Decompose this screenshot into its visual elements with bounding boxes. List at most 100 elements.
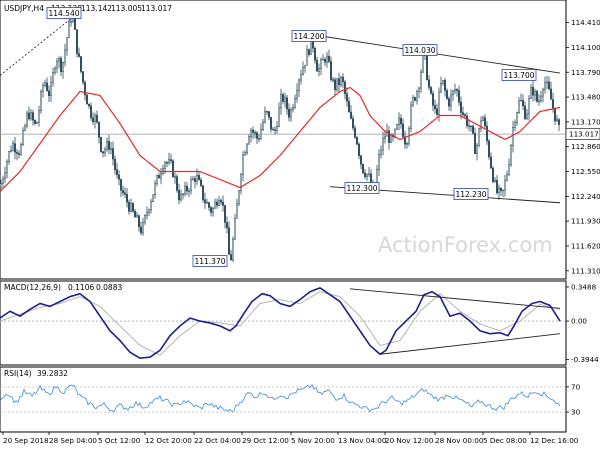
candle (516, 111, 518, 126)
candle (536, 89, 538, 103)
candle (158, 172, 160, 179)
price-tick-label: 114.100 (571, 43, 600, 52)
candle (186, 182, 188, 196)
candle (146, 206, 148, 220)
candle (416, 89, 418, 105)
candle (174, 172, 176, 184)
candle (362, 163, 364, 175)
candle (330, 56, 332, 82)
candle (302, 61, 304, 76)
candle (80, 56, 82, 74)
candle (396, 123, 398, 130)
candle (456, 88, 458, 97)
candle (248, 134, 250, 145)
candle (230, 250, 232, 261)
candle (378, 149, 380, 177)
watermark: ActionForex.com (378, 233, 553, 257)
candle (322, 54, 324, 61)
time-axis: 20 Sep 2018 28 Sep 04:00 5 Oct 12:00 12 Oct… (2, 432, 579, 445)
candle (262, 119, 264, 132)
candle (478, 127, 480, 148)
candle (314, 46, 316, 64)
candle (266, 110, 268, 115)
candle (78, 47, 80, 58)
candle (228, 221, 230, 255)
candle (406, 141, 408, 149)
candle (182, 192, 184, 200)
candle (48, 85, 50, 102)
candle (36, 121, 38, 124)
candle (368, 166, 370, 177)
price-tick-label: 112.550 (571, 167, 600, 176)
candle (360, 155, 362, 170)
candle (414, 96, 416, 102)
candle (450, 89, 452, 112)
candle (202, 185, 204, 203)
candle (514, 119, 516, 132)
candle (356, 136, 358, 146)
candle (470, 125, 472, 132)
candle (28, 106, 30, 121)
candle (540, 90, 542, 103)
candle (504, 174, 506, 197)
candle (134, 209, 136, 218)
candle (148, 208, 150, 217)
candle (66, 36, 68, 56)
candle (280, 88, 282, 115)
candle (364, 168, 366, 180)
candle (300, 69, 302, 85)
candle (8, 150, 10, 165)
candle (34, 119, 36, 126)
candle (278, 102, 280, 128)
macd-header-value-2: 0.0883 (96, 283, 122, 292)
last-price-label: 113.017 (565, 128, 600, 140)
macd-signal-line (0, 291, 561, 356)
candle (534, 88, 536, 101)
candle (428, 75, 430, 91)
candle (224, 205, 226, 229)
candle (384, 129, 386, 144)
candle (14, 136, 16, 160)
candle (258, 134, 260, 143)
candle (64, 43, 66, 67)
candle (332, 77, 334, 83)
candle (530, 84, 532, 99)
callout-114540: 114.540 (46, 7, 82, 19)
candle (114, 155, 116, 175)
macd-panel (0, 280, 567, 366)
candle (18, 150, 20, 159)
candle (218, 195, 220, 207)
candle (260, 123, 262, 140)
candle (180, 189, 182, 202)
svg-text:111.370: 111.370 (194, 257, 225, 266)
candle (52, 67, 54, 87)
candle (306, 44, 308, 66)
rsi-tick-label: 70 (571, 382, 581, 391)
candle (76, 29, 78, 58)
candle (38, 105, 40, 127)
candle (170, 153, 172, 164)
time-tick-label: 29 Oct 12:00 (242, 436, 289, 445)
candle (486, 121, 488, 145)
callout-111370: 111.370 (192, 255, 228, 267)
candle (10, 145, 12, 153)
candle (292, 103, 294, 113)
candle (240, 172, 242, 195)
candle (178, 183, 180, 205)
candle (494, 177, 496, 183)
candle (308, 48, 310, 57)
candle (512, 120, 514, 153)
candle (166, 160, 168, 168)
candle (194, 175, 196, 189)
candle (208, 201, 210, 212)
candle (268, 111, 270, 121)
candle (556, 115, 558, 123)
candle (120, 178, 122, 198)
candle (496, 175, 498, 195)
candle (318, 63, 320, 77)
price-tick-label: 111.620 (571, 241, 600, 250)
candle (510, 144, 512, 168)
candle (184, 181, 186, 197)
price-tick-label: 111.310 (571, 266, 600, 275)
candle (130, 198, 132, 213)
